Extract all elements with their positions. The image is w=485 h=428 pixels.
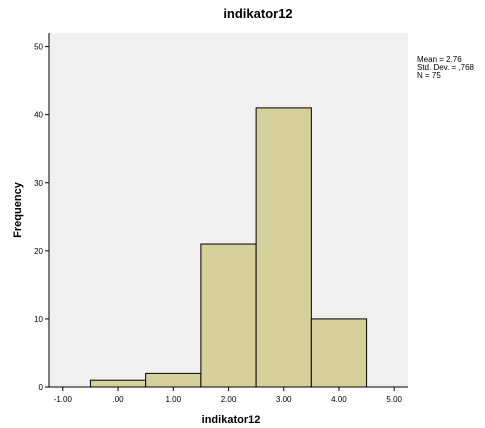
x-ticks-group: -1.00 .00 1.00 2.00 3.00 4.00 5.00	[54, 387, 403, 404]
x-tick-label: 2.00	[221, 395, 237, 404]
stat-std-dev: Std. Dev. = ,768	[417, 63, 475, 72]
histogram-bar-0	[89, 379, 147, 388]
histogram-bar-2	[200, 243, 257, 388]
x-axis-label: indikator12	[202, 414, 261, 426]
bars-group	[89, 107, 368, 388]
y-tick-label: 30	[34, 179, 43, 188]
y-tick-label: 50	[34, 43, 43, 52]
x-tick-label: 4.00	[331, 395, 347, 404]
y-ticks-group: 0 10 20 30 40 50	[34, 43, 49, 392]
x-tick-label: 5.00	[386, 395, 402, 404]
histogram-bar-4	[310, 318, 368, 388]
x-tick-label: 3.00	[276, 395, 292, 404]
histogram-bar-3	[255, 107, 312, 388]
y-tick-label: 10	[34, 315, 43, 324]
y-tick-label: 40	[34, 111, 43, 120]
y-axis-label: Frequency	[12, 181, 24, 238]
chart-title: indikator12	[223, 6, 292, 21]
stat-n: N = 75	[417, 71, 441, 80]
y-tick-label: 20	[34, 247, 43, 256]
x-tick-label: .00	[112, 395, 124, 404]
histogram-bar-1	[145, 372, 202, 388]
stat-mean: Mean = 2.76	[417, 55, 462, 64]
y-tick-label: 0	[39, 383, 44, 392]
x-tick-label: 1.00	[165, 395, 181, 404]
x-tick-label: -1.00	[54, 395, 73, 404]
